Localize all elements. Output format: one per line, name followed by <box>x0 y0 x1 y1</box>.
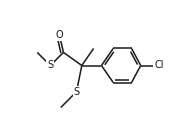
Text: Cl: Cl <box>154 61 164 70</box>
Text: O: O <box>56 30 63 40</box>
Text: S: S <box>47 61 53 70</box>
Text: S: S <box>74 87 80 97</box>
